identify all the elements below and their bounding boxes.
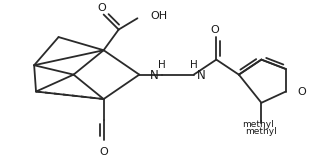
Text: methyl: methyl xyxy=(246,127,277,136)
Text: O: O xyxy=(99,147,108,157)
Text: N: N xyxy=(197,69,205,82)
Text: methyl: methyl xyxy=(242,120,273,129)
Text: H: H xyxy=(158,60,166,70)
Text: N: N xyxy=(150,69,159,82)
Text: H: H xyxy=(190,60,198,70)
Text: O: O xyxy=(297,86,306,97)
Text: OH: OH xyxy=(151,11,168,21)
Text: O: O xyxy=(210,24,219,35)
Text: O: O xyxy=(97,3,106,13)
